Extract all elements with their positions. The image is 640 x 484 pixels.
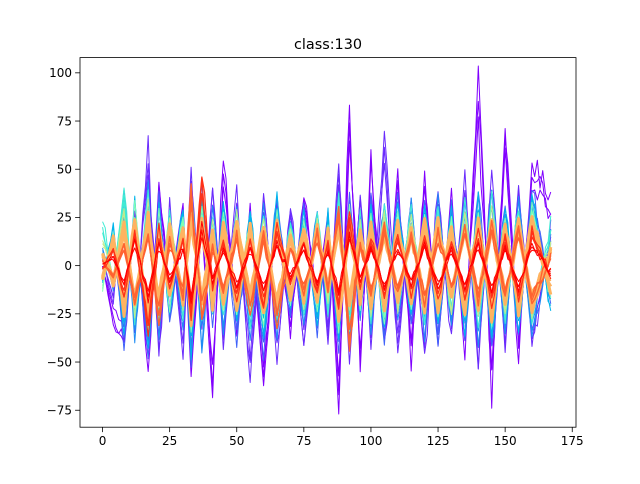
y-tick-label: 50 (57, 163, 72, 177)
x-tick-label: 0 (99, 434, 107, 448)
series-line (102, 237, 552, 297)
x-tick-label: 150 (494, 434, 517, 448)
y-tick-label: 0 (64, 259, 72, 273)
y-tick-label: 25 (57, 211, 72, 225)
frame-layer (79, 57, 577, 428)
y-tick-label: 75 (57, 114, 72, 128)
y-tick-label: −75 (47, 404, 72, 418)
chart-title: class:130 (294, 37, 362, 53)
x-tick-label: 100 (359, 434, 382, 448)
x-tick-label: 175 (561, 434, 584, 448)
axis-layer: 0 25 50 75 100 125 150 175 −75 −50 −25 0 25 50 75 100 (47, 66, 584, 448)
title-layer: class:130 (294, 37, 362, 53)
x-tick-label: 50 (229, 434, 244, 448)
series-line (102, 162, 552, 360)
x-tick-label: 25 (162, 434, 177, 448)
y-tick-label: −50 (47, 355, 72, 369)
y-tick-label: −25 (47, 307, 72, 321)
x-tick-label: 125 (427, 434, 450, 448)
y-tick-label: 100 (49, 66, 72, 80)
series-layer (101, 65, 553, 415)
x-tick-label: 75 (296, 434, 311, 448)
series-line (102, 130, 552, 383)
series-line (101, 204, 552, 330)
plot-frame (79, 57, 577, 428)
